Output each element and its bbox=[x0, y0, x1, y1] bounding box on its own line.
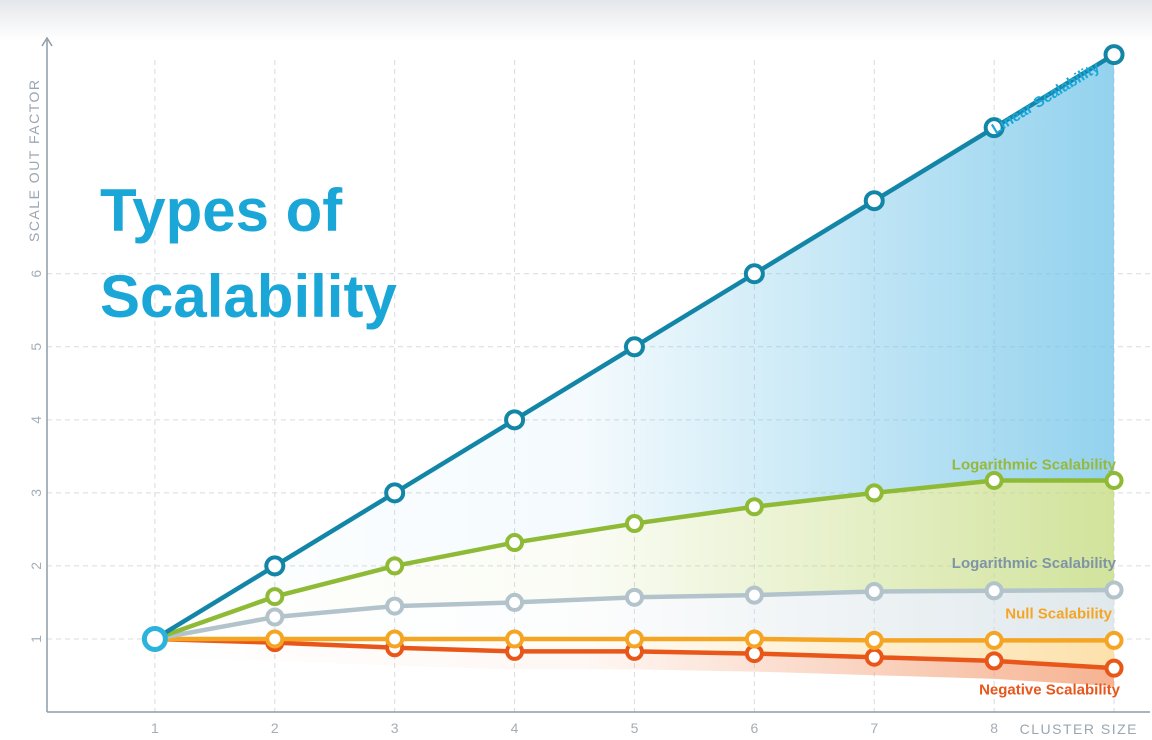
y-tick-label: 3 bbox=[28, 489, 44, 497]
x-tick-label: 1 bbox=[151, 720, 159, 736]
series-label: Logarithmic Scalability bbox=[952, 555, 1117, 572]
x-tick-label: 3 bbox=[391, 720, 399, 736]
top-shade bbox=[0, 0, 1152, 40]
data-point bbox=[984, 581, 1004, 601]
y-axis-title: SCALE OUT FACTOR bbox=[26, 78, 42, 242]
y-tick-label: 4 bbox=[28, 416, 44, 424]
origin-point bbox=[141, 625, 168, 652]
y-tick-label: 6 bbox=[28, 270, 44, 278]
data-point bbox=[744, 585, 764, 605]
data-point bbox=[504, 409, 526, 431]
data-point bbox=[264, 555, 286, 577]
data-point bbox=[1103, 44, 1125, 66]
data-point bbox=[743, 263, 765, 285]
data-point bbox=[863, 190, 885, 212]
data-point bbox=[864, 630, 884, 650]
x-tick-label: 6 bbox=[750, 720, 758, 736]
data-point bbox=[864, 581, 884, 601]
series-fill bbox=[154, 590, 1115, 641]
data-point bbox=[385, 556, 405, 576]
data-point bbox=[864, 647, 884, 667]
axes bbox=[41, 36, 1150, 713]
x-axis-title: CLUSTER SIZE bbox=[1020, 721, 1138, 737]
data-point bbox=[265, 587, 285, 607]
data-point bbox=[265, 607, 285, 627]
series-label: Negative Scalability bbox=[979, 681, 1121, 698]
chart-title: Types of Scalability bbox=[100, 168, 520, 340]
title-line-1: Types of bbox=[100, 177, 343, 244]
data-point bbox=[984, 470, 1004, 490]
data-point bbox=[744, 629, 764, 649]
data-point bbox=[624, 629, 644, 649]
x-tick-label: 2 bbox=[271, 720, 279, 736]
data-point bbox=[1104, 630, 1124, 650]
data-point bbox=[505, 629, 525, 649]
x-tick-label: 8 bbox=[990, 720, 998, 736]
data-point bbox=[864, 483, 884, 503]
data-point bbox=[505, 592, 525, 612]
y-tick-label: 1 bbox=[28, 635, 44, 643]
data-point bbox=[265, 629, 285, 649]
data-point bbox=[744, 497, 764, 517]
tick-labels: 1 2 3 4 5 6 7 8 1 2 3 4 5 6 bbox=[28, 270, 998, 736]
title-line-2: Scalability bbox=[100, 263, 397, 330]
data-point bbox=[984, 630, 1004, 650]
y-tick-label: 5 bbox=[28, 343, 44, 351]
series-label: Null Scalability bbox=[1005, 606, 1112, 623]
data-point bbox=[385, 629, 405, 649]
data-point bbox=[384, 482, 406, 504]
data-point bbox=[1104, 658, 1124, 678]
x-tick-label: 4 bbox=[511, 720, 519, 736]
data-point bbox=[1104, 580, 1124, 600]
series-label: Logarithmic Scalability bbox=[952, 456, 1117, 473]
x-tick-label: 5 bbox=[631, 720, 639, 736]
y-tick-label: 2 bbox=[28, 562, 44, 570]
data-point bbox=[505, 533, 525, 553]
data-point bbox=[1104, 470, 1124, 490]
y-axis-arrow bbox=[41, 36, 53, 47]
data-point bbox=[623, 336, 645, 358]
data-point bbox=[385, 596, 405, 616]
data-point bbox=[984, 651, 1004, 671]
data-point bbox=[624, 514, 644, 534]
data-point bbox=[983, 117, 1005, 139]
data-point bbox=[624, 587, 644, 607]
series-points bbox=[141, 44, 1125, 678]
x-tick-label: 7 bbox=[870, 720, 878, 736]
